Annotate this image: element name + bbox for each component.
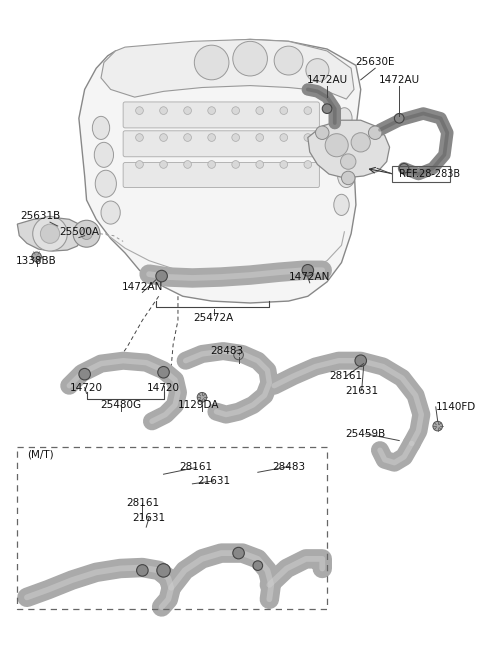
- Polygon shape: [308, 120, 390, 178]
- Text: 1338BB: 1338BB: [16, 256, 57, 266]
- Ellipse shape: [337, 165, 355, 188]
- Ellipse shape: [95, 171, 116, 197]
- Ellipse shape: [101, 201, 120, 224]
- Text: 28483: 28483: [272, 462, 305, 472]
- Circle shape: [304, 107, 312, 114]
- Circle shape: [274, 46, 303, 75]
- Circle shape: [40, 224, 60, 243]
- Ellipse shape: [92, 116, 109, 140]
- Ellipse shape: [337, 134, 355, 159]
- Text: 28161: 28161: [330, 371, 363, 381]
- Text: 25500A: 25500A: [59, 227, 99, 237]
- Circle shape: [233, 41, 267, 76]
- Circle shape: [208, 107, 216, 114]
- FancyBboxPatch shape: [123, 163, 319, 188]
- Circle shape: [137, 565, 148, 576]
- Circle shape: [79, 369, 90, 380]
- Text: 1472AN: 1472AN: [122, 281, 163, 292]
- Circle shape: [197, 392, 207, 402]
- Circle shape: [253, 561, 263, 571]
- Circle shape: [232, 134, 240, 142]
- Text: 1472AU: 1472AU: [379, 75, 420, 85]
- Circle shape: [208, 161, 216, 169]
- Text: 25630E: 25630E: [355, 58, 395, 68]
- Circle shape: [81, 228, 92, 239]
- Text: 1129DA: 1129DA: [178, 400, 219, 410]
- Text: 25480G: 25480G: [101, 400, 142, 410]
- Text: 14720: 14720: [70, 382, 103, 393]
- Circle shape: [234, 350, 243, 359]
- Circle shape: [341, 171, 355, 185]
- Circle shape: [184, 134, 192, 142]
- Circle shape: [433, 421, 443, 431]
- Circle shape: [156, 270, 168, 282]
- Text: 25459B: 25459B: [346, 429, 385, 439]
- FancyBboxPatch shape: [123, 131, 319, 157]
- Text: 25472A: 25472A: [193, 314, 234, 323]
- Text: 21631: 21631: [132, 512, 166, 523]
- Bar: [17, 447, 327, 609]
- Circle shape: [194, 45, 229, 80]
- Circle shape: [340, 154, 356, 169]
- Circle shape: [280, 161, 288, 169]
- Circle shape: [280, 107, 288, 114]
- Text: (M/T): (M/T): [27, 450, 54, 460]
- Circle shape: [233, 547, 244, 559]
- Circle shape: [184, 107, 192, 114]
- Circle shape: [302, 264, 313, 276]
- Circle shape: [322, 104, 332, 113]
- Circle shape: [256, 134, 264, 142]
- Circle shape: [160, 107, 168, 114]
- Circle shape: [304, 161, 312, 169]
- Text: 21631: 21631: [197, 476, 230, 486]
- Text: 28161: 28161: [126, 498, 159, 508]
- Circle shape: [232, 161, 240, 169]
- Polygon shape: [101, 39, 354, 99]
- Circle shape: [399, 163, 409, 173]
- Circle shape: [160, 134, 168, 142]
- Bar: [393, 167, 450, 182]
- Ellipse shape: [336, 108, 352, 129]
- Text: 1472AU: 1472AU: [307, 75, 348, 85]
- Text: 28483: 28483: [210, 346, 243, 356]
- Circle shape: [256, 161, 264, 169]
- Polygon shape: [79, 39, 361, 303]
- Circle shape: [158, 367, 169, 378]
- Text: 21631: 21631: [345, 386, 378, 396]
- Circle shape: [157, 564, 170, 577]
- Ellipse shape: [334, 194, 349, 215]
- Circle shape: [304, 134, 312, 142]
- Circle shape: [32, 252, 41, 262]
- Circle shape: [184, 161, 192, 169]
- Ellipse shape: [94, 142, 113, 167]
- Circle shape: [136, 161, 144, 169]
- Circle shape: [306, 58, 329, 82]
- Circle shape: [73, 220, 100, 247]
- Text: 1140FD: 1140FD: [436, 402, 476, 412]
- Circle shape: [208, 134, 216, 142]
- Circle shape: [280, 134, 288, 142]
- Circle shape: [315, 126, 329, 140]
- Circle shape: [351, 133, 371, 152]
- Circle shape: [256, 107, 264, 114]
- FancyBboxPatch shape: [123, 102, 319, 128]
- Circle shape: [136, 107, 144, 114]
- Text: REF.28-283B: REF.28-283B: [399, 169, 460, 179]
- Circle shape: [33, 216, 67, 251]
- Circle shape: [369, 126, 382, 140]
- Text: 25631B: 25631B: [20, 211, 60, 222]
- Circle shape: [325, 134, 348, 157]
- Text: 28161: 28161: [180, 462, 213, 472]
- Circle shape: [355, 355, 367, 367]
- Circle shape: [160, 161, 168, 169]
- Text: 14720: 14720: [147, 382, 180, 393]
- Text: 1472AN: 1472AN: [289, 272, 330, 282]
- Polygon shape: [17, 217, 84, 251]
- Circle shape: [395, 113, 404, 123]
- Circle shape: [136, 134, 144, 142]
- Circle shape: [232, 107, 240, 114]
